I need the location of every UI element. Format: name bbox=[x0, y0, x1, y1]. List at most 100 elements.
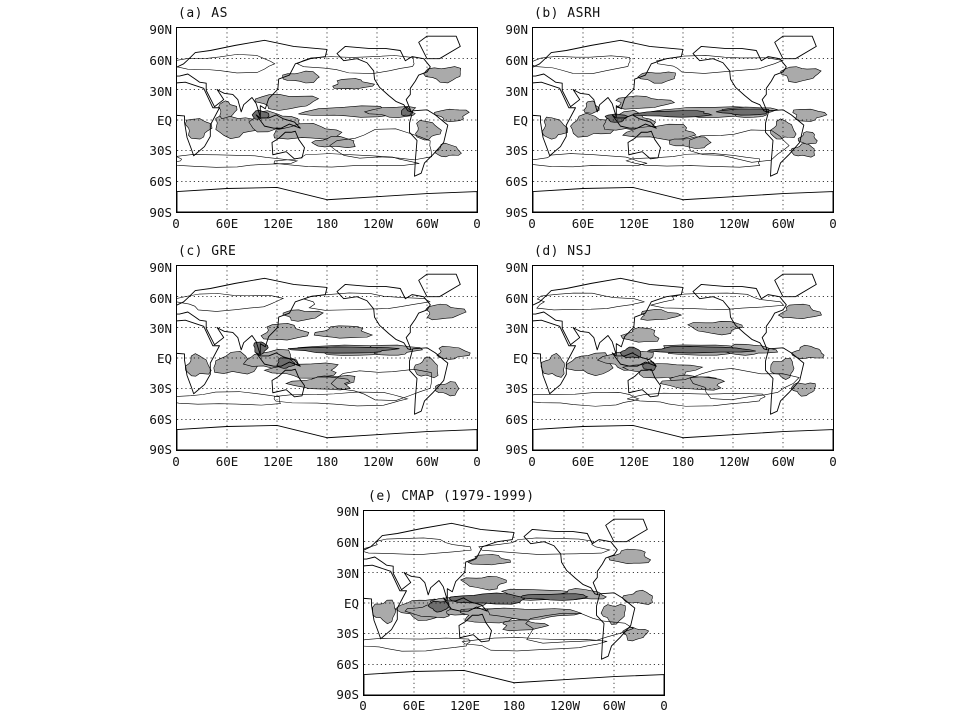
eurasia-outline bbox=[533, 39, 684, 118]
eurasia-outline bbox=[533, 277, 684, 356]
map-plot bbox=[533, 266, 833, 450]
precip-shaded-region bbox=[415, 120, 442, 141]
lat-tick: 30S bbox=[149, 381, 172, 396]
lat-tick: 60N bbox=[149, 53, 172, 68]
contour-line bbox=[533, 153, 648, 168]
contour-line bbox=[177, 391, 281, 406]
eurasia-outline bbox=[364, 522, 515, 601]
greenland-outline bbox=[774, 35, 817, 60]
lon-tick: 120E bbox=[262, 454, 294, 469]
antarctica-outline bbox=[177, 187, 477, 212]
lon-tick: 120E bbox=[449, 698, 481, 713]
precip-shaded-region bbox=[273, 123, 343, 140]
lat-tick: 90N bbox=[149, 22, 172, 37]
precip-shaded-region bbox=[570, 112, 615, 138]
precip-max-region bbox=[448, 592, 526, 605]
lat-tick: 30S bbox=[336, 626, 359, 641]
precip-shaded-region bbox=[777, 303, 822, 319]
precip-shaded-region bbox=[313, 325, 374, 339]
africa-outline bbox=[177, 81, 220, 157]
lon-tick: 120E bbox=[618, 454, 650, 469]
lat-tick: 30S bbox=[505, 143, 528, 158]
map-plot bbox=[533, 28, 833, 212]
contour-line bbox=[330, 369, 432, 401]
contour-line bbox=[296, 55, 415, 74]
lon-tick: 120W bbox=[549, 698, 581, 713]
precip-max-region bbox=[287, 346, 400, 354]
indonesia-outline bbox=[611, 114, 657, 129]
lon-tick: 120W bbox=[362, 216, 394, 231]
north-america-outline bbox=[692, 283, 787, 351]
eurasia-outline bbox=[177, 39, 328, 118]
contour-line bbox=[273, 153, 420, 168]
precip-shaded-region bbox=[659, 376, 726, 391]
lat-tick: 30N bbox=[149, 84, 172, 99]
precip-shaded-region bbox=[540, 353, 565, 378]
precip-max-region bbox=[520, 593, 589, 601]
map-frame bbox=[176, 265, 478, 451]
lon-tick: 0 bbox=[528, 454, 536, 469]
indonesia-outline bbox=[255, 114, 301, 129]
north-america-outline bbox=[523, 528, 618, 596]
australia-outline bbox=[627, 130, 661, 160]
precip-max-region bbox=[715, 108, 770, 116]
lon-tick: 0 bbox=[473, 216, 481, 231]
contour-line bbox=[364, 537, 472, 555]
precip-shaded-region bbox=[790, 142, 815, 158]
precip-shaded-region bbox=[622, 589, 653, 605]
lat-tick: 60N bbox=[505, 291, 528, 306]
north-america-outline bbox=[692, 45, 787, 113]
precip-shaded-region bbox=[460, 576, 507, 591]
precip-shaded-region bbox=[436, 345, 471, 360]
greenland-outline bbox=[774, 273, 817, 298]
contour-line bbox=[536, 292, 645, 311]
precip-shaded-region bbox=[185, 353, 212, 377]
precip-shaded-region bbox=[637, 71, 676, 84]
precip-shaded-region bbox=[502, 619, 550, 632]
contour-line bbox=[364, 637, 471, 652]
lon-tick: 60E bbox=[402, 698, 426, 713]
lat-tick: 90S bbox=[505, 205, 528, 220]
precip-shaded-region bbox=[687, 320, 743, 336]
precip-shaded-region bbox=[620, 327, 660, 343]
lat-tick: 60N bbox=[505, 53, 528, 68]
south-america-outline bbox=[409, 347, 449, 415]
contour-line bbox=[625, 153, 761, 168]
lat-tick: 60S bbox=[149, 174, 172, 189]
precip-shaded-region bbox=[213, 351, 259, 375]
precip-shaded-region bbox=[372, 599, 397, 625]
panel-title: (a) AS bbox=[178, 6, 228, 21]
precip-shaded-region bbox=[423, 66, 462, 84]
lat-tick: 60S bbox=[505, 412, 528, 427]
africa-outline bbox=[364, 564, 407, 640]
precip-shaded-region bbox=[622, 626, 650, 642]
lat-tick: 30N bbox=[149, 321, 172, 336]
map-plot bbox=[177, 266, 477, 450]
lon-tick: 0 bbox=[829, 216, 837, 231]
contour-line bbox=[273, 391, 409, 407]
precip-shaded-region bbox=[285, 376, 351, 391]
indonesia-outline bbox=[611, 352, 657, 367]
precip-max-region bbox=[642, 361, 657, 371]
contour-line bbox=[329, 128, 433, 161]
lon-tick: 180 bbox=[671, 454, 695, 469]
lon-tick: 60W bbox=[415, 216, 439, 231]
australia-outline bbox=[271, 368, 305, 398]
north-america-outline bbox=[336, 45, 431, 113]
lon-tick: 60W bbox=[415, 454, 439, 469]
contour-line bbox=[627, 392, 766, 407]
eurasia-outline bbox=[177, 277, 328, 356]
lat-tick: 30N bbox=[505, 321, 528, 336]
contour-line bbox=[177, 154, 299, 168]
africa-outline bbox=[533, 81, 576, 157]
contour-line bbox=[177, 293, 285, 312]
south-america-outline bbox=[765, 109, 805, 177]
precip-shaded-region bbox=[298, 105, 399, 118]
lon-tick: 60W bbox=[602, 698, 626, 713]
precip-shaded-region bbox=[792, 108, 828, 122]
precip-shaded-region bbox=[640, 309, 683, 321]
precip-shaded-region bbox=[797, 131, 818, 145]
lon-tick: 60E bbox=[571, 216, 595, 231]
precip-shaded-region bbox=[486, 607, 583, 620]
lon-tick: 120W bbox=[362, 454, 394, 469]
